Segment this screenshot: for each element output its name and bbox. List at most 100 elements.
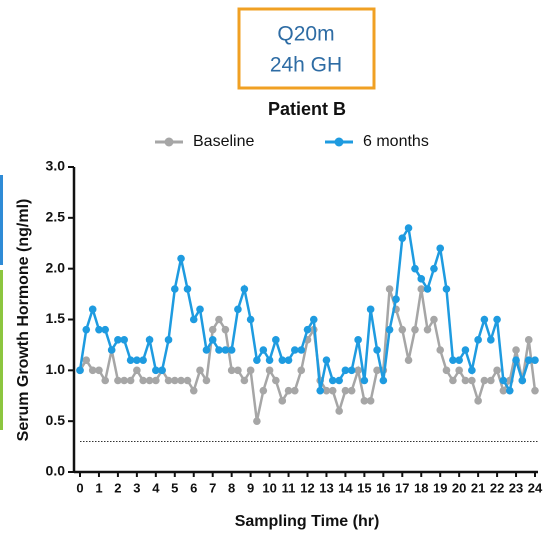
data-point xyxy=(133,366,141,375)
data-point xyxy=(379,376,388,385)
x-tick-label: 23 xyxy=(509,480,523,495)
data-point xyxy=(347,366,356,375)
x-tick-label: 0 xyxy=(76,480,83,495)
data-point xyxy=(505,386,514,395)
data-point xyxy=(480,376,489,385)
data-point xyxy=(354,336,362,344)
data-point xyxy=(227,346,236,354)
data-point xyxy=(423,285,432,293)
data-point xyxy=(474,397,482,405)
data-point xyxy=(417,275,426,283)
data-point xyxy=(272,336,280,344)
data-point xyxy=(468,376,476,385)
legend-marker xyxy=(334,137,344,147)
data-point xyxy=(259,346,268,354)
data-point xyxy=(215,315,223,324)
annotation: Q20m xyxy=(277,23,334,46)
legend-label: Baseline xyxy=(193,133,254,150)
data-point xyxy=(221,325,230,334)
data-point xyxy=(208,325,217,334)
data-point xyxy=(341,386,350,395)
x-tick-label: 15 xyxy=(357,480,371,495)
data-point xyxy=(524,336,533,344)
x-tick-label: 7 xyxy=(209,480,216,495)
data-point xyxy=(455,356,463,364)
x-tick-label: 9 xyxy=(247,480,254,495)
data-point xyxy=(259,386,268,395)
data-point xyxy=(126,376,135,385)
data-point xyxy=(531,386,539,395)
data-point xyxy=(189,386,198,395)
data-point xyxy=(360,397,369,405)
data-point xyxy=(196,366,204,375)
data-point xyxy=(474,336,482,344)
data-point xyxy=(196,305,204,314)
data-point xyxy=(76,366,84,375)
data-point xyxy=(480,315,489,324)
data-point xyxy=(499,376,508,385)
data-point xyxy=(246,366,255,375)
data-point xyxy=(253,417,261,425)
data-point xyxy=(423,325,432,334)
data-point xyxy=(152,366,160,375)
data-point xyxy=(170,285,179,293)
x-tick-label: 19 xyxy=(433,480,447,495)
data-point xyxy=(430,315,438,324)
data-point xyxy=(411,264,419,273)
x-tick-label: 24 xyxy=(528,480,543,495)
data-point xyxy=(120,376,128,385)
annotation: 24h GH xyxy=(270,54,342,77)
data-point xyxy=(170,376,179,385)
data-point xyxy=(322,386,331,395)
x-tick-label: 17 xyxy=(395,480,409,495)
data-point xyxy=(442,285,451,293)
data-point xyxy=(114,376,122,385)
legend-marker xyxy=(164,137,174,147)
x-tick-label: 14 xyxy=(338,480,353,495)
data-point xyxy=(455,366,463,375)
data-point xyxy=(297,366,306,375)
annotation-box xyxy=(237,7,376,90)
x-tick-label: 18 xyxy=(414,480,428,495)
x-axis-label: Sampling Time (hr) xyxy=(235,513,380,530)
data-point xyxy=(385,325,394,334)
data-point xyxy=(240,376,249,385)
data-point xyxy=(461,346,470,354)
data-point xyxy=(373,366,381,375)
data-point xyxy=(177,376,185,385)
data-point xyxy=(341,366,350,375)
data-point xyxy=(278,397,287,405)
data-point xyxy=(442,366,451,375)
x-tick-label: 12 xyxy=(300,480,314,495)
data-point xyxy=(347,386,356,395)
data-point xyxy=(177,254,185,263)
data-point xyxy=(221,346,230,354)
data-point xyxy=(234,366,242,375)
data-point xyxy=(82,356,91,364)
data-point xyxy=(493,366,501,375)
data-point xyxy=(215,346,223,354)
legend-label: 6 months xyxy=(363,133,429,150)
data-point xyxy=(297,346,306,354)
data-point xyxy=(234,305,242,314)
y-tick-label: 3.0 xyxy=(46,158,66,174)
data-point xyxy=(385,285,394,293)
data-point xyxy=(335,407,343,415)
data-point xyxy=(524,356,533,364)
y-tick-label: 0.5 xyxy=(46,412,66,428)
data-point xyxy=(139,356,147,364)
data-point xyxy=(202,376,211,385)
x-tick-label: 6 xyxy=(190,480,197,495)
data-point xyxy=(227,366,236,375)
side-decoration xyxy=(0,270,3,430)
data-point xyxy=(290,346,299,354)
data-point xyxy=(202,346,211,354)
data-point xyxy=(366,397,375,405)
y-axis-label: Serum Growth Hormone (ng/ml) xyxy=(15,199,32,442)
data-point xyxy=(101,376,110,385)
x-tick-label: 1 xyxy=(95,480,102,495)
data-point xyxy=(512,346,520,354)
data-point xyxy=(284,386,293,395)
data-point xyxy=(265,366,274,375)
data-point xyxy=(278,356,287,364)
